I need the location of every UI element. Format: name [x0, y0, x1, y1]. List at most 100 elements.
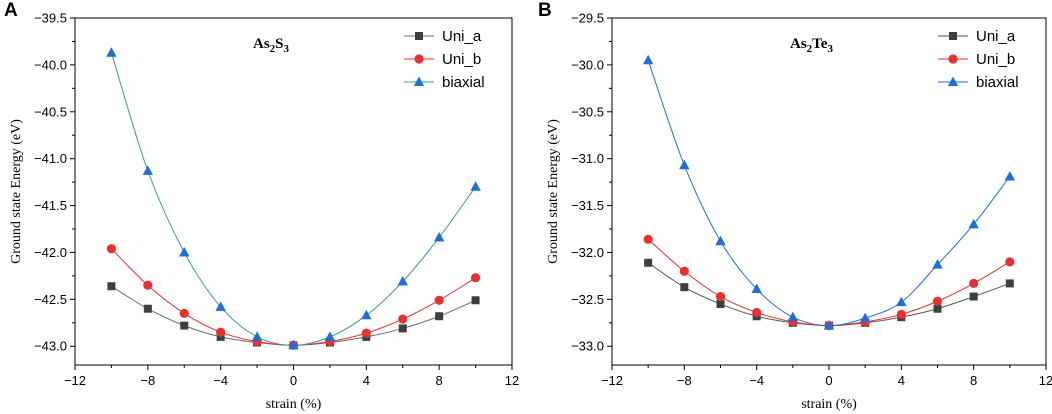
y-tick-label: −33.0 — [571, 339, 604, 354]
data-point-biaxial — [470, 181, 481, 191]
data-point-biaxial — [968, 218, 979, 229]
legend-marker — [949, 32, 957, 40]
y-tick-label: −30.5 — [571, 104, 604, 119]
x-tick-label: 0 — [290, 373, 297, 388]
x-tick-label: 8 — [436, 373, 443, 388]
data-point-uni-a — [216, 332, 225, 341]
data-point-uni-a — [143, 304, 152, 313]
data-point-uni-b — [679, 266, 689, 276]
y-tick-label: −31.0 — [571, 151, 604, 166]
x-tick-label: −4 — [749, 373, 764, 388]
x-tick-label: 12 — [1039, 373, 1052, 388]
data-point-uni-b — [932, 296, 943, 306]
y-tick-label: −40.5 — [34, 104, 67, 119]
y-tick-label: −32.5 — [571, 292, 604, 307]
x-tick-label: −12 — [64, 373, 86, 388]
x-tick-label: −8 — [140, 373, 155, 388]
data-point-biaxial — [642, 54, 654, 65]
y-tick-label: −32.0 — [571, 245, 604, 260]
data-point-uni-b — [715, 291, 726, 302]
chart-title-text: As — [253, 36, 270, 52]
data-point-biaxial — [288, 339, 299, 350]
chart-title-subscript: 3 — [284, 43, 290, 55]
chart-title-text: As — [790, 36, 807, 52]
y-tick-label: −30.0 — [571, 57, 604, 72]
data-point-uni-a — [471, 296, 480, 305]
series-line-uni-b — [111, 248, 476, 346]
x-axis-label: strain (%) — [266, 397, 322, 412]
panel-label: B — [538, 0, 552, 21]
data-point-uni-a — [180, 321, 189, 330]
series-line-uni-a — [111, 285, 476, 346]
panel-b: B −12 −8 −4 0 4 8 12 −33.0 −32.5 −32.0 −31.5 −31.0 −3… — [538, 0, 1052, 412]
y-tick-label: −41.0 — [34, 151, 67, 166]
data-point-biaxial — [142, 165, 154, 175]
x-tick-label: −12 — [601, 373, 623, 388]
legend-label: biaxial — [976, 74, 1019, 91]
data-point-uni-a — [933, 304, 942, 313]
y-axis-label: Ground state Energy (eV) — [9, 119, 24, 264]
chart-title-subscript: 2 — [270, 43, 276, 55]
x-tick-label: 0 — [825, 373, 832, 388]
data-point-biaxial — [251, 331, 263, 341]
x-axis-label: strain (%) — [801, 397, 857, 412]
axes-frame — [611, 17, 1047, 366]
legend-marker — [415, 32, 423, 40]
data-point-uni-b — [896, 309, 906, 319]
data-point-uni-a — [398, 324, 407, 333]
y-tick-label: −39.5 — [34, 11, 67, 26]
series-line-uni-a — [647, 262, 1011, 327]
chart-title: As2Te3 — [790, 36, 833, 55]
data-point-biaxial — [179, 246, 190, 257]
series-line-biaxial — [647, 60, 1011, 327]
y-tick-label: −42.0 — [34, 245, 67, 260]
data-point-uni-a — [435, 312, 444, 321]
panel-a: A −12 −8 −4 0 4 8 12 −43.0 −42.5 −42.0 −41.5 −41.0 −4… — [4, 0, 519, 412]
data-point-biaxial — [1004, 170, 1016, 181]
data-point-uni-b — [361, 328, 371, 338]
data-point-uni-b — [434, 295, 444, 305]
y-tick-label: −41.5 — [34, 198, 67, 213]
x-tick-label: 12 — [505, 373, 519, 388]
y-tick-label: −40.0 — [34, 57, 67, 72]
data-point-uni-a — [644, 258, 653, 267]
panel-label: A — [4, 0, 18, 21]
y-tick-label: −31.5 — [571, 198, 604, 213]
chart-title-subscript: 2 — [807, 43, 813, 55]
data-point-uni-b — [179, 308, 189, 319]
data-point-uni-b — [470, 273, 481, 283]
data-point-uni-a — [969, 292, 978, 301]
legend-label: biaxial — [442, 74, 485, 91]
x-tick-label: 8 — [970, 373, 977, 388]
legend-marker — [948, 54, 958, 64]
data-point-uni-a — [107, 282, 116, 291]
data-point-uni-b — [143, 280, 153, 290]
data-point-biaxial — [859, 312, 871, 323]
data-point-biaxial — [106, 47, 117, 57]
y-tick-label: −43.0 — [34, 339, 67, 354]
y-axis-label: Ground state Energy (eV) — [546, 119, 561, 264]
data-point-biaxial — [787, 311, 799, 322]
legend-label: Uni_b — [442, 51, 481, 68]
data-point-uni-b — [398, 314, 408, 324]
data-point-biaxial — [823, 320, 835, 330]
data-point-biaxial — [324, 331, 336, 341]
data-point-biaxial — [361, 309, 372, 320]
data-point-biaxial — [751, 283, 762, 294]
y-tick-label: −29.5 — [571, 11, 604, 26]
chart-title-text: Te — [812, 36, 828, 52]
series-line-uni-b — [647, 238, 1011, 327]
data-point-biaxial — [679, 159, 690, 170]
legend-marker — [413, 76, 425, 86]
data-point-uni-b — [969, 278, 979, 289]
data-point-uni-b — [1005, 257, 1015, 267]
data-point-biaxial — [896, 296, 907, 307]
data-point-uni-a — [716, 300, 725, 309]
data-point-uni-a — [1005, 279, 1014, 288]
chart-title: As2S3 — [253, 36, 290, 55]
data-point-uni-b — [643, 234, 653, 244]
data-point-uni-b — [106, 244, 117, 254]
series-line-biaxial — [110, 52, 476, 346]
data-point-uni-b — [752, 307, 762, 318]
